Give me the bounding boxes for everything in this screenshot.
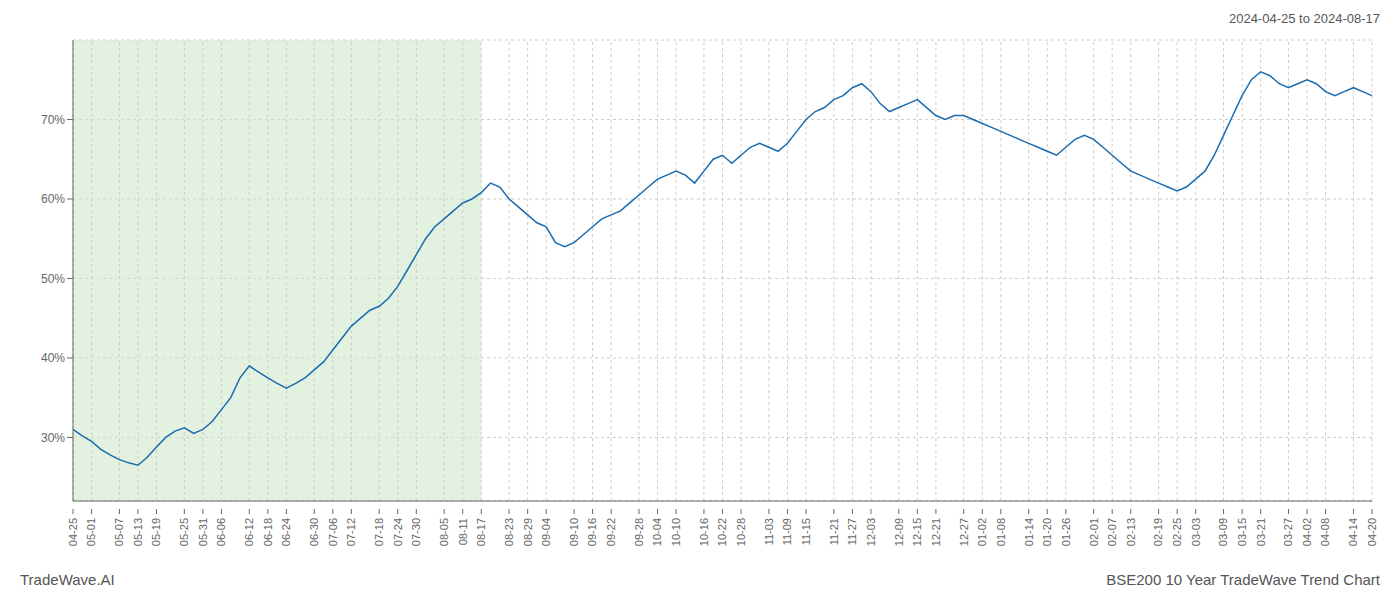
svg-text:11-09: 11-09 <box>781 518 793 545</box>
svg-text:40%: 40% <box>41 351 65 365</box>
svg-text:12-21: 12-21 <box>930 518 942 546</box>
svg-text:70%: 70% <box>41 113 65 127</box>
svg-text:10-10: 10-10 <box>670 518 682 546</box>
svg-text:09-28: 09-28 <box>633 518 645 546</box>
svg-text:03-15: 03-15 <box>1236 518 1248 546</box>
svg-text:07-18: 07-18 <box>373 518 385 546</box>
svg-text:05-01: 05-01 <box>85 518 97 546</box>
svg-text:05-31: 05-31 <box>197 518 209 546</box>
svg-text:12-27: 12-27 <box>958 518 970 546</box>
svg-text:08-17: 08-17 <box>475 518 487 546</box>
svg-text:01-14: 01-14 <box>1023 518 1035 546</box>
html-text:TradeWave.AI: TradeWave.AI <box>20 571 115 588</box>
svg-text:05-25: 05-25 <box>178 518 190 546</box>
svg-text:10-16: 10-16 <box>698 518 710 546</box>
svg-text:01-08: 01-08 <box>995 518 1007 546</box>
svg-text:09-22: 09-22 <box>605 518 617 546</box>
svg-text:04-08: 04-08 <box>1319 518 1331 546</box>
svg-text:11-15: 11-15 <box>800 518 812 545</box>
svg-text:11-27: 11-27 <box>846 518 858 545</box>
svg-text:08-23: 08-23 <box>503 518 515 546</box>
svg-text:04-14: 04-14 <box>1347 518 1359 546</box>
svg-text:08-29: 08-29 <box>522 518 534 546</box>
svg-text:01-20: 01-20 <box>1041 518 1053 546</box>
svg-text:04-02: 04-02 <box>1301 518 1313 546</box>
svg-text:60%: 60% <box>41 192 65 206</box>
svg-text:02-07: 02-07 <box>1106 518 1118 546</box>
svg-text:07-12: 07-12 <box>345 518 357 546</box>
svg-text:12-15: 12-15 <box>911 518 923 546</box>
svg-text:02-13: 02-13 <box>1125 518 1137 546</box>
svg-text:06-06: 06-06 <box>215 518 227 546</box>
svg-text:10-22: 10-22 <box>716 518 728 546</box>
svg-text:02-19: 02-19 <box>1152 518 1164 546</box>
svg-text:01-26: 01-26 <box>1060 518 1072 546</box>
svg-text:04-20: 04-20 <box>1366 518 1378 546</box>
svg-text:05-19: 05-19 <box>150 518 162 546</box>
svg-text:10-28: 10-28 <box>735 518 747 546</box>
svg-text:12-09: 12-09 <box>893 518 905 546</box>
html-text:BSE200 10 Year TradeWave Trend: BSE200 10 Year TradeWave Trend Chart <box>1106 571 1380 588</box>
svg-text:06-30: 06-30 <box>308 518 320 546</box>
svg-text:03-21: 03-21 <box>1255 518 1267 546</box>
svg-text:07-24: 07-24 <box>392 518 404 546</box>
svg-text:03-03: 03-03 <box>1190 518 1202 546</box>
svg-text:50%: 50% <box>41 272 65 286</box>
svg-text:12-03: 12-03 <box>865 518 877 546</box>
svg-text:06-18: 06-18 <box>262 518 274 546</box>
svg-text:09-04: 09-04 <box>540 518 552 546</box>
svg-text:04-25: 04-25 <box>67 518 79 546</box>
svg-text:06-24: 06-24 <box>280 518 292 546</box>
svg-text:05-07: 05-07 <box>113 518 125 546</box>
svg-text:11-21: 11-21 <box>828 518 840 545</box>
svg-text:11-03: 11-03 <box>763 518 775 545</box>
svg-text:03-09: 03-09 <box>1217 518 1229 546</box>
svg-text:02-01: 02-01 <box>1087 518 1099 546</box>
svg-text:01-02: 01-02 <box>976 518 988 546</box>
svg-text:08-05: 08-05 <box>438 518 450 546</box>
svg-text:30%: 30% <box>41 431 65 445</box>
svg-text:02-25: 02-25 <box>1171 518 1183 546</box>
svg-text:09-10: 09-10 <box>568 518 580 546</box>
svg-text:08-11: 08-11 <box>457 518 469 545</box>
svg-text:10-04: 10-04 <box>651 518 663 546</box>
svg-text:07-06: 07-06 <box>327 518 339 546</box>
svg-text:06-12: 06-12 <box>243 518 255 546</box>
svg-text:03-27: 03-27 <box>1282 518 1294 546</box>
svg-text:05-13: 05-13 <box>132 518 144 546</box>
html-text:2024-04-25 to 2024-08-17: 2024-04-25 to 2024-08-17 <box>1228 11 1380 26</box>
svg-text:07-30: 07-30 <box>410 518 422 546</box>
svg-text:09-16: 09-16 <box>586 518 598 546</box>
